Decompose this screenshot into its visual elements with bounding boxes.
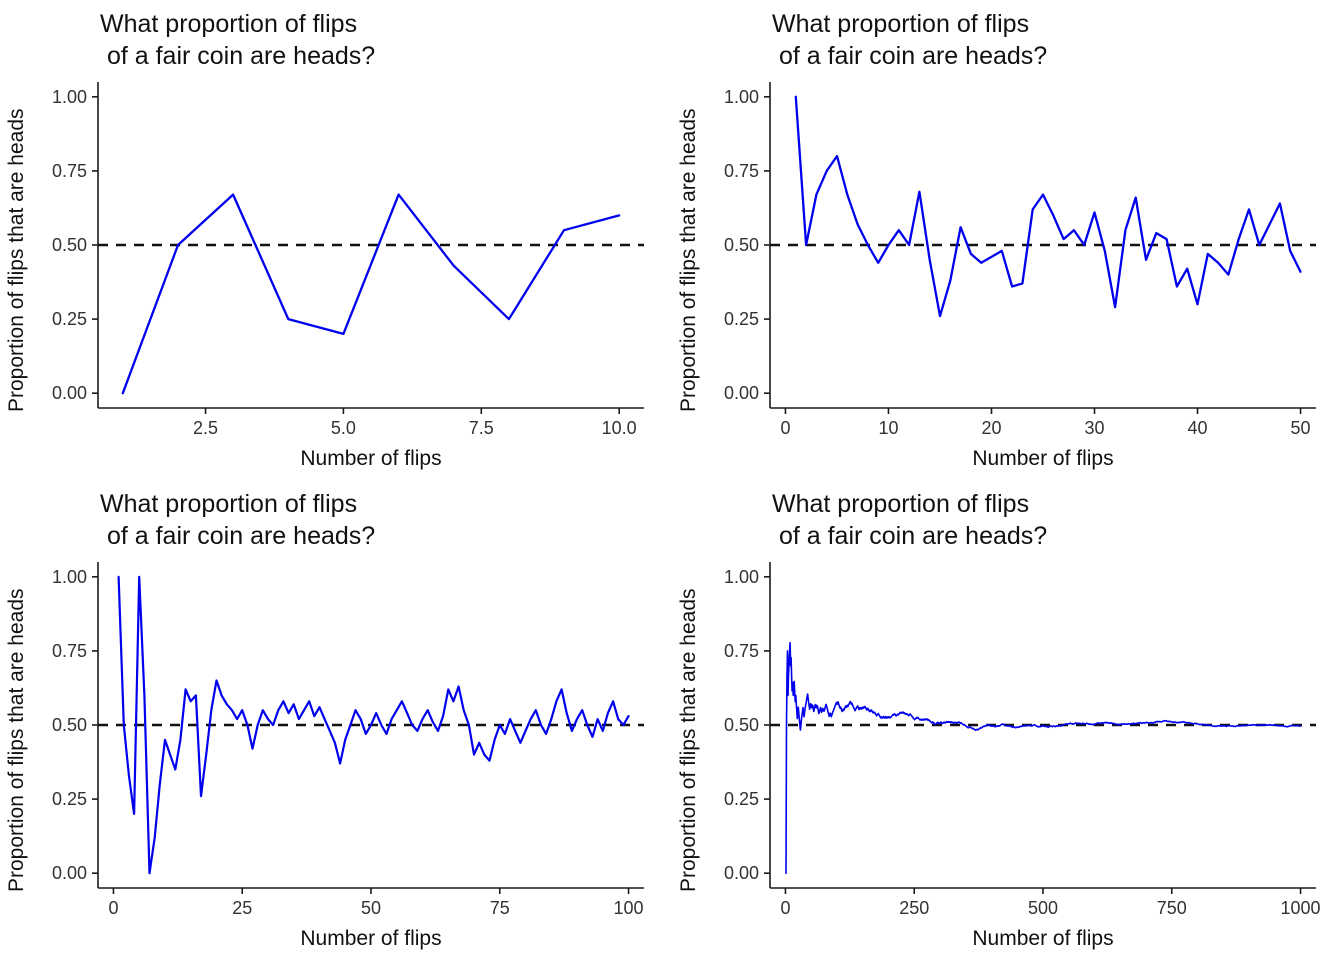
x-tick-label: 100 xyxy=(614,898,644,918)
y-tick-label: 0.00 xyxy=(724,863,759,883)
x-tick-label: 50 xyxy=(1291,418,1311,438)
x-tick-label: 10.0 xyxy=(602,418,637,438)
line-plot-1000-flips: 0.00 0.25 0.50 0.75 1.00 0 250 500 750 1000 xyxy=(724,562,1321,918)
y-axis-title: Proportion of flips that are heads xyxy=(5,588,28,892)
chart-title: What proportion of flips of a fair coin … xyxy=(772,10,1048,70)
chart-title: What proportion of flips of a fair coin … xyxy=(100,10,376,70)
x-tick-label: 2.5 xyxy=(193,418,218,438)
y-tick-label: 0.00 xyxy=(52,383,87,403)
x-axis-title: Number of flips xyxy=(972,447,1114,470)
x-tick-label: 50 xyxy=(361,898,381,918)
x-tick-label: 40 xyxy=(1188,418,1208,438)
y-axis-title: Proportion of flips that are heads xyxy=(677,588,700,892)
proportion-line xyxy=(117,575,630,875)
chart-panel-50-flips: What proportion of flips of a fair coin … xyxy=(672,0,1344,480)
y-tick-label: 0.75 xyxy=(724,641,759,661)
line-plot-100-flips: 0.00 0.25 0.50 0.75 1.00 0 25 50 75 100 xyxy=(52,562,644,918)
y-axis-title: Proportion of flips that are heads xyxy=(677,108,700,412)
x-tick-label: 75 xyxy=(490,898,510,918)
proportion-line xyxy=(121,193,621,395)
y-tick-label: 0.75 xyxy=(52,641,87,661)
x-tick-label: 0 xyxy=(780,418,790,438)
y-tick-label: 0.25 xyxy=(52,309,87,329)
plot-row: Proportion of flips that are heads 0.00 0… xyxy=(0,554,672,926)
x-tick-label: 10 xyxy=(878,418,898,438)
y-tick-label: 0.75 xyxy=(724,161,759,181)
x-tick-label: 0 xyxy=(108,898,118,918)
y-tick-label: 0.25 xyxy=(724,789,759,809)
y-tick-label: 1.00 xyxy=(52,567,87,587)
line-plot-50-flips: 0.00 0.25 0.50 0.75 1.00 0 10 20 30 40 50 xyxy=(724,82,1316,438)
x-tick-label: 25 xyxy=(232,898,252,918)
plot-row: Proportion of flips that are heads 0.00 0… xyxy=(672,74,1344,446)
y-axis-title: Proportion of flips that are heads xyxy=(5,108,28,412)
line-plot-10-flips: 0.00 0.25 0.50 0.75 1.00 2.5 5.0 7.5 10.0 xyxy=(52,82,644,438)
plot-row: Proportion of flips that are heads 0.00 0… xyxy=(0,74,672,446)
chart-title: What proportion of flips of a fair coin … xyxy=(772,490,1048,550)
x-tick-label: 1000 xyxy=(1281,898,1321,918)
chart-panel-1000-flips: What proportion of flips of a fair coin … xyxy=(672,480,1344,960)
y-tick-label: 0.00 xyxy=(724,383,759,403)
x-axis-title: Number of flips xyxy=(300,447,442,470)
plot-row: Proportion of flips that are heads 0.00 0… xyxy=(672,554,1344,926)
proportion-line xyxy=(794,95,1302,318)
y-tick-label: 1.00 xyxy=(724,87,759,107)
y-tick-label: 0.25 xyxy=(52,789,87,809)
y-tick-label: 0.50 xyxy=(724,715,759,735)
x-tick-label: 0 xyxy=(780,898,790,918)
y-tick-label: 0.25 xyxy=(724,309,759,329)
x-tick-label: 500 xyxy=(1028,898,1058,918)
x-tick-label: 20 xyxy=(981,418,1001,438)
y-tick-label: 0.00 xyxy=(52,863,87,883)
y-tick-label: 0.50 xyxy=(52,715,87,735)
x-tick-label: 7.5 xyxy=(469,418,494,438)
y-tick-label: 1.00 xyxy=(52,87,87,107)
chart-panel-10-flips: What proportion of flips of a fair coin … xyxy=(0,0,672,480)
x-tick-label: 750 xyxy=(1157,898,1187,918)
y-tick-label: 0.50 xyxy=(52,235,87,255)
y-tick-label: 0.50 xyxy=(724,235,759,255)
x-axis-title: Number of flips xyxy=(972,927,1114,950)
proportion-line xyxy=(785,641,1302,875)
chart-panel-100-flips: What proportion of flips of a fair coin … xyxy=(0,480,672,960)
x-axis-title: Number of flips xyxy=(300,927,442,950)
x-tick-label: 250 xyxy=(899,898,929,918)
x-tick-label: 5.0 xyxy=(331,418,356,438)
y-tick-label: 0.75 xyxy=(52,161,87,181)
y-tick-label: 1.00 xyxy=(724,567,759,587)
x-tick-label: 30 xyxy=(1084,418,1104,438)
chart-title: What proportion of flips of a fair coin … xyxy=(100,490,376,550)
